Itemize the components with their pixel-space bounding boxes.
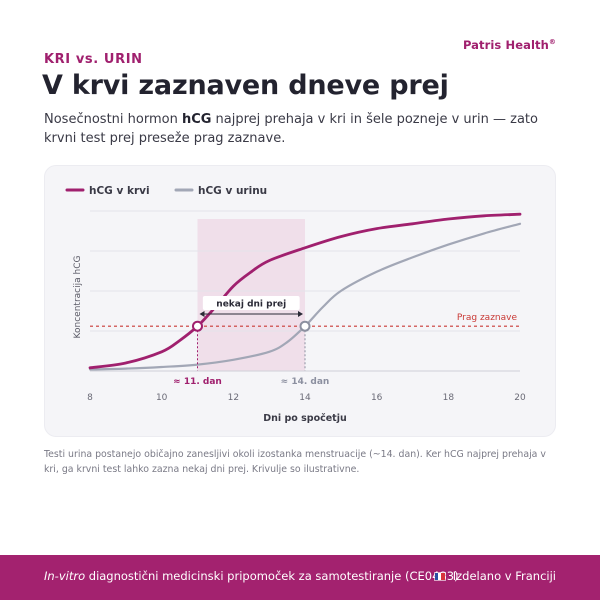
x-tick-label-20: 20 [514,393,526,403]
lede-paragraph: Nosečnostni hormon hCG najprej prehaja v… [44,112,538,146]
threshold-label: Prag zaznave [457,313,518,323]
page-title: V krvi zaznaven dneve prej [42,70,449,101]
legend-label-1: hCG v krvi [89,185,150,197]
legend-label-2: hCG v urinu [198,185,267,197]
crossing-marker-1 [192,320,203,332]
x-tick-label-14: 14 [299,393,311,403]
footnote: Testi urina postanejo običajno zanesljiv… [44,449,546,475]
x-axis-label: Dni po spočetju [263,413,346,424]
chart-card: hCG v krvi hCG v urinu Prag zaznave ≈ 11.… [44,165,556,437]
interval-arrow-right [298,311,303,317]
footer-origin: Izdelano v Franciji [433,569,556,583]
marker-label-1: ≈ 11. dan [173,377,222,387]
x-tick-label-16: 16 [371,393,383,403]
x-axis: Koncentracija hCG 8 10 12 14 16 18 20 Dni po spo… [73,256,526,424]
footer-bar: In-vitro diagnostični medicinski pripomo… [0,555,600,600]
x-tick-label-12: 12 [228,393,239,403]
x-tick-label-8: 8 [87,393,93,403]
chart-legend: hCG v krvi hCG v urinu [65,185,267,197]
interval-label-bg [202,296,300,310]
highlight-band [197,219,305,371]
x-tick-label-10: 10 [156,393,168,403]
lede-hcg-term: hCG [181,112,212,127]
brand-logo: Patris Health® [462,38,556,52]
made-in-label: Izdelano v Franciji [452,569,556,583]
series-line-1 [88,212,522,370]
french-flag-icon [433,571,446,581]
marker-label-2: ≈ 14. dan [281,377,330,387]
crossing-marker-2 [299,320,311,332]
y-axis-label: Koncentracija hCG [73,256,83,339]
registered-mark: ® [548,38,556,47]
footer-disclaimer: In-vitro diagnostični medicinski pripomo… [44,569,459,583]
interval-arrow-left [199,311,205,317]
hcg-line-chart: hCG v krvi hCG v urinu Prag zaznave ≈ 11.… [65,185,526,424]
interval-label: nekaj dni prej [216,300,286,310]
x-tick-label-18: 18 [443,393,455,403]
eyebrow-label: KRI vs. URIN [44,52,143,67]
